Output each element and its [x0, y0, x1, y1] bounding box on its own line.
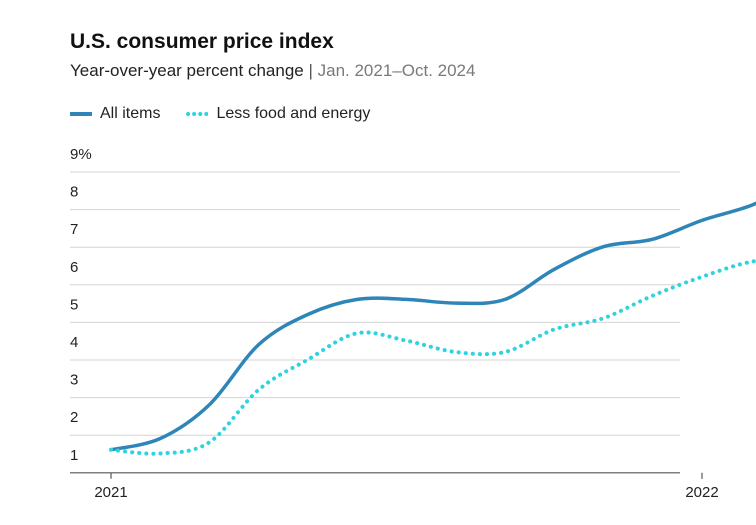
series-line-all-items — [109, 201, 756, 452]
legend-swatch-solid-icon — [70, 112, 92, 116]
legend-item-all-items: All items — [70, 105, 160, 123]
y-axis: 9% 8 7 6 5 4 3 2 1 — [70, 146, 92, 464]
chart-subtitle: Year-over-year percent change | Jan. 202… — [70, 61, 475, 81]
subtitle-date-range: Jan. 2021–Oct. 2024 — [317, 61, 476, 80]
legend-item-core: Less food and energy — [186, 105, 370, 123]
series-line-core — [109, 258, 756, 456]
x-axis: 2021202220232024 — [94, 472, 719, 501]
y-tick-label: 5 — [70, 296, 78, 313]
chart-title: U.S. consumer price index — [70, 30, 334, 53]
y-tick-label: 3 — [70, 372, 78, 389]
gridlines — [70, 171, 680, 474]
legend-label-core: Less food and energy — [216, 105, 371, 122]
legend: All items Less food and energy — [70, 105, 396, 123]
subtitle-text: Year-over-year percent change — [70, 61, 304, 80]
series-lines — [109, 201, 756, 456]
legend-label-all-items: All items — [100, 105, 161, 122]
y-tick-label: 2 — [70, 409, 78, 426]
x-tick-label: 2022 — [685, 484, 718, 501]
y-tick-label: 9% — [70, 146, 92, 163]
y-tick-label: 6 — [70, 259, 78, 276]
y-tick-label: 7 — [70, 221, 78, 238]
y-tick-label: 1 — [70, 447, 78, 464]
x-tick-label: 2021 — [94, 484, 127, 501]
subtitle-separator: | — [308, 61, 313, 80]
y-tick-label: 4 — [70, 334, 78, 351]
y-tick-label: 8 — [70, 184, 78, 201]
